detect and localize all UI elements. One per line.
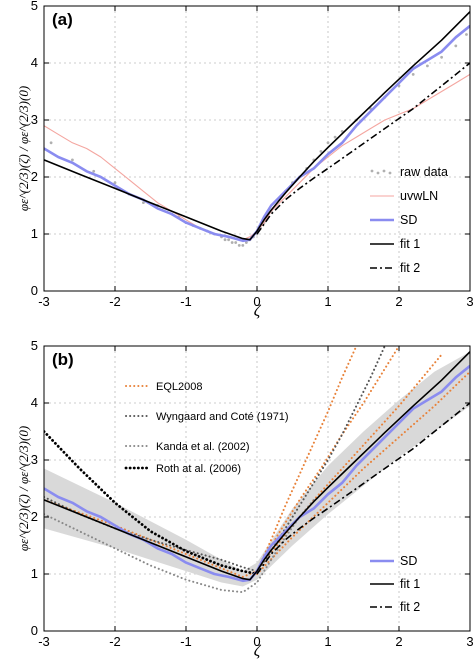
x-tick-label: 2 bbox=[395, 294, 402, 309]
legend-a-item-label: raw data bbox=[400, 165, 448, 179]
y-tick-label: 2 bbox=[31, 169, 38, 184]
raw-data-point bbox=[326, 141, 330, 145]
x-tick-label: 3 bbox=[466, 634, 473, 649]
raw-data-point bbox=[92, 169, 96, 173]
x-tick-label: -3 bbox=[38, 634, 50, 649]
series-sd bbox=[44, 24, 470, 243]
series-eql2008-2 bbox=[256, 346, 400, 573]
y-tick-label: 3 bbox=[31, 112, 38, 127]
raw-data-point bbox=[333, 135, 337, 139]
legend-b-item-label: fit 2 bbox=[400, 600, 420, 614]
panel-label: (a) bbox=[52, 10, 73, 29]
legend-b-item-label: EQL2008 bbox=[156, 381, 202, 393]
raw-data-point bbox=[113, 181, 117, 185]
x-tick-label: 2 bbox=[395, 634, 402, 649]
legend-b: EQL2008 Wyngaard and Coté (1971) Kanda et … bbox=[124, 381, 420, 614]
raw-data-point bbox=[454, 44, 458, 48]
y-tick-label: 5 bbox=[31, 0, 38, 13]
series-fit-2 bbox=[256, 62, 470, 235]
series-fit-1 bbox=[44, 351, 470, 581]
y-tick-label: 5 bbox=[31, 338, 38, 353]
legend-b-item-label: fit 1 bbox=[400, 577, 420, 591]
series-fit-1 bbox=[44, 11, 470, 241]
y-tick-label: 0 bbox=[31, 283, 38, 298]
legend-a-item-label: fit 2 bbox=[400, 261, 420, 275]
raw-data-point bbox=[142, 201, 145, 205]
raw-data-point bbox=[465, 33, 468, 36]
x-tick-label: -2 bbox=[109, 294, 121, 309]
raw-data-point bbox=[49, 141, 53, 145]
plot-area bbox=[44, 346, 470, 594]
y-tick-label: 3 bbox=[31, 452, 38, 467]
y-tick-label: 0 bbox=[31, 623, 38, 638]
legend-marker bbox=[382, 169, 386, 173]
legend-a-item-swatch bbox=[370, 169, 392, 175]
raw-data-point bbox=[234, 241, 238, 244]
x-tick-label: -1 bbox=[180, 634, 192, 649]
raw-data-point bbox=[244, 241, 248, 244]
y-tick-label: 1 bbox=[31, 566, 38, 581]
y-axis-label: φε^(2/3)(ζ) / φε^(2/3)(0) bbox=[16, 426, 31, 551]
x-tick-label: 0 bbox=[253, 634, 260, 649]
uncertainty-band bbox=[44, 351, 470, 587]
x-tick-label: 1 bbox=[324, 634, 331, 649]
y-axis-label: φε^(2/3)(ζ) / φε^(2/3)(0) bbox=[16, 86, 31, 211]
legend-b-item-label: Wyngaard and Coté (1971) bbox=[156, 411, 289, 423]
raw-data-point bbox=[440, 55, 443, 59]
x-tick-label: 1 bbox=[324, 294, 331, 309]
legend-b-item-label: SD bbox=[400, 554, 417, 568]
raw-data-point bbox=[223, 238, 227, 242]
series-kanda-et-al-2002 bbox=[44, 498, 315, 594]
y-tick-label: 1 bbox=[31, 226, 38, 241]
plot-area bbox=[44, 11, 470, 247]
y-tick-label: 4 bbox=[31, 395, 38, 410]
legend-b-item-label: Roth at al. (2006) bbox=[156, 463, 241, 475]
legend-a-item-label: SD bbox=[400, 213, 417, 227]
legend-marker bbox=[370, 169, 374, 173]
panel-a: -3 -2 -1 0 1 2 3 0 1 2 3 4 5 ζ φε^(2/3)(ζ) / φε^(2/3)(… bbox=[16, 0, 474, 320]
raw-data-point bbox=[237, 244, 241, 247]
raw-data-point bbox=[227, 238, 231, 242]
panel-label: (b) bbox=[52, 350, 74, 369]
raw-data-point bbox=[426, 64, 429, 68]
y-tick-label: 2 bbox=[31, 509, 38, 524]
y-tick-label: 4 bbox=[31, 55, 38, 70]
raw-data-point bbox=[241, 244, 245, 247]
x-tick-label: 0 bbox=[253, 294, 260, 309]
x-axis-label: ζ bbox=[254, 303, 262, 320]
legend-a-item-label: fit 1 bbox=[400, 237, 420, 251]
raw-data-point bbox=[230, 241, 234, 244]
x-tick-label: -1 bbox=[180, 294, 192, 309]
legend-a-item-label: uvwLN bbox=[400, 189, 438, 203]
series-fit-2 bbox=[256, 402, 470, 575]
raw-data-point bbox=[319, 149, 323, 153]
panel-b: -3 -2 -1 0 1 2 3 0 1 2 3 4 5 ζ φε^(2/3)(ζ) / φε^(2/3)(… bbox=[16, 338, 474, 660]
legend-marker bbox=[388, 171, 392, 175]
raw-data-point bbox=[71, 158, 74, 162]
legend-b-item-label: Kanda et al. (2002) bbox=[156, 441, 250, 453]
legend-marker bbox=[376, 171, 380, 175]
x-axis-label: ζ bbox=[254, 643, 262, 660]
raw-data-point bbox=[411, 73, 415, 76]
legend-a: raw data uvwLN SD fit 1 fit 2 bbox=[370, 165, 448, 275]
x-tick-label: -3 bbox=[38, 294, 50, 309]
x-tick-label: -2 bbox=[109, 634, 121, 649]
x-tick-label: 3 bbox=[466, 294, 473, 309]
